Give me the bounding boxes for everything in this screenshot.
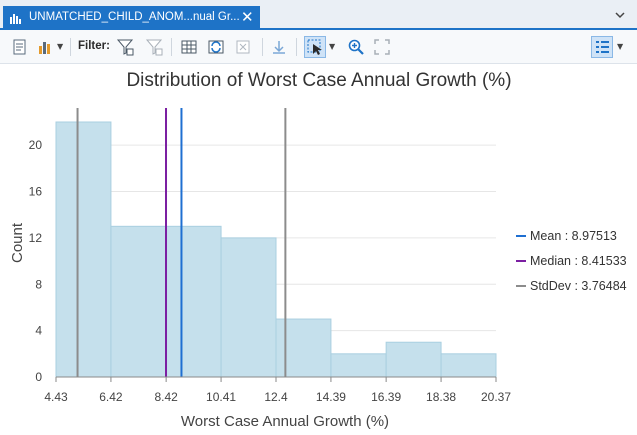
properties-icon — [13, 39, 26, 55]
x-tick-label: 16.39 — [371, 390, 401, 404]
tab-bar: UNMATCHED_CHILD_ANOM...nual Gr... ✕ — [0, 0, 637, 30]
chevron-down-icon[interactable]: ▼ — [617, 42, 624, 51]
close-icon[interactable]: ✕ — [241, 8, 254, 26]
histogram-bar[interactable] — [165, 225, 222, 378]
table-icon — [181, 40, 197, 54]
chevron-down-icon[interactable]: ▼ — [329, 42, 336, 51]
histogram-bar[interactable] — [440, 353, 497, 378]
chart-properties-button[interactable] — [9, 36, 31, 58]
stat-lines — [76, 108, 287, 377]
full-extent-button[interactable] — [371, 36, 393, 58]
histogram-bar[interactable] — [385, 341, 442, 378]
y-axis-label: Count — [9, 222, 26, 263]
y-tick-label: 8 — [35, 277, 42, 291]
filter-label: Filter: — [78, 40, 110, 52]
y-tick-label: 4 — [35, 324, 42, 338]
chevron-down-icon[interactable] — [613, 8, 627, 22]
chart-toolbar: ▼ Filter: — [0, 30, 637, 64]
histogram-bar[interactable] — [55, 121, 112, 378]
legend-toggle-button[interactable] — [591, 36, 613, 58]
legend-item[interactable]: Median : 8.41533 — [530, 254, 627, 268]
filter-by-extent-button[interactable] — [143, 36, 165, 58]
bar-chart-icon — [39, 42, 50, 54]
clear-selection-button[interactable] — [232, 36, 254, 58]
y-tick-label: 0 — [35, 370, 42, 384]
divider — [296, 38, 297, 56]
filter-icon — [116, 39, 134, 56]
clear-selection-icon — [236, 40, 250, 54]
legend: Mean : 8.97513 Median : 8.41533 StdDev : 3… — [516, 229, 627, 293]
legend-item[interactable]: StdDev : 3.76484 — [530, 279, 627, 293]
show-table-button[interactable] — [178, 36, 200, 58]
x-tick-label: 12.4 — [264, 390, 288, 404]
histogram-bar[interactable] — [275, 318, 332, 378]
histogram-bar[interactable] — [220, 237, 277, 378]
zoom-in-icon — [348, 39, 364, 55]
legend-item[interactable]: Mean : 8.97513 — [530, 229, 617, 243]
x-tick-label: 20.37 — [481, 390, 511, 404]
histogram-bar[interactable] — [110, 225, 167, 378]
y-axis-ticks: 0 4 8 12 16 20 — [29, 138, 43, 384]
y-tick-label: 16 — [29, 185, 43, 199]
filter-by-selection-button[interactable] — [114, 36, 136, 58]
full-extent-icon — [374, 39, 390, 55]
tab-chart[interactable]: UNMATCHED_CHILD_ANOM...nual Gr... ✕ — [3, 6, 260, 30]
divider — [171, 38, 172, 56]
select-arrow-icon — [307, 39, 322, 55]
y-tick-label: 12 — [29, 231, 43, 245]
chart-area: Distribution of Worst Case Annual Growth… — [0, 64, 637, 431]
zoom-to-selection-button[interactable] — [268, 36, 290, 58]
chevron-down-icon[interactable]: ▼ — [57, 42, 64, 51]
chart-title: Distribution of Worst Case Annual Growth… — [126, 70, 511, 91]
x-tick-label: 10.41 — [206, 390, 236, 404]
tab-title: UNMATCHED_CHILD_ANOM...nual Gr... — [29, 11, 240, 23]
x-axis-ticks: 4.43 6.42 8.42 10.41 12.4 14.39 16.39 18.38 20.3… — [44, 377, 511, 404]
histogram-icon — [10, 14, 21, 24]
switch-selection-icon — [208, 40, 224, 54]
switch-selection-button[interactable] — [205, 36, 227, 58]
chart-type-button[interactable] — [35, 36, 57, 58]
legend-icon — [596, 41, 609, 53]
filter-extent-icon — [145, 39, 163, 56]
divider — [70, 38, 71, 56]
x-tick-label: 4.43 — [44, 390, 68, 404]
zoom-to-selection-icon — [273, 41, 285, 54]
x-tick-label: 14.39 — [316, 390, 346, 404]
select-tool-button[interactable] — [304, 36, 326, 58]
x-tick-label: 18.38 — [426, 390, 456, 404]
histogram-chart: Distribution of Worst Case Annual Growth… — [9, 70, 627, 430]
histogram-bar[interactable] — [330, 353, 387, 378]
zoom-in-button[interactable] — [345, 36, 367, 58]
x-tick-label: 8.42 — [154, 390, 178, 404]
y-tick-label: 20 — [29, 138, 43, 152]
x-tick-label: 6.42 — [99, 390, 123, 404]
divider — [262, 38, 263, 56]
x-axis-label: Worst Case Annual Growth (%) — [181, 413, 389, 430]
bars — [55, 121, 497, 378]
